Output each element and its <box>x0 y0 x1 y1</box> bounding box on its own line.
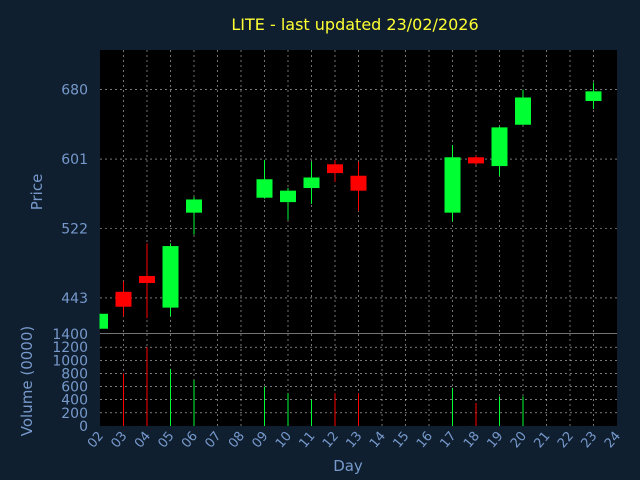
volume-tick-label: 800 <box>61 366 88 382</box>
candle-body <box>444 157 461 213</box>
volume-tick-label: 1200 <box>52 340 88 356</box>
price-axis-label: Price <box>28 174 46 211</box>
candle-body <box>327 164 343 174</box>
price-y-ticks: 443 522 601 680 <box>61 83 88 307</box>
candle-body <box>115 291 132 307</box>
candle-body <box>515 97 531 125</box>
candle-body <box>585 91 602 101</box>
volume-bars <box>123 347 524 426</box>
x-axis-label: Day <box>333 457 363 475</box>
candle-body <box>162 246 179 308</box>
candle-body <box>100 313 108 329</box>
candles <box>99 82 602 329</box>
volume-tick-label: 600 <box>61 380 88 396</box>
price-tick-label: 601 <box>61 152 88 168</box>
price-panel: 443 522 601 680 Price <box>28 50 617 335</box>
volume-tick-label: 200 <box>61 406 88 422</box>
price-tick-label: 680 <box>61 83 88 99</box>
volume-tick-label: 400 <box>61 393 88 409</box>
candle-body <box>256 179 273 198</box>
price-tick-label: 443 <box>61 291 88 307</box>
candle-body <box>139 275 155 284</box>
price-tick-label: 522 <box>61 221 88 237</box>
candle-body <box>186 199 202 213</box>
candle-body <box>491 127 508 167</box>
volume-tick-label: 1000 <box>52 353 88 369</box>
volume-gridlines <box>100 334 617 426</box>
volume-tick-label: 1400 <box>52 327 88 343</box>
chart-title: LITE - last updated 23/02/2026 <box>231 15 478 34</box>
x-axis-ticks: 02 03 04 05 06 07 08 09 10 11 12 13 14 15 16 17 18 19 20 21… <box>85 429 624 451</box>
candle-body <box>350 175 367 191</box>
volume-axis-label: Volume (0000) <box>18 326 36 436</box>
volume-tick-label: 0 <box>79 419 88 435</box>
candle-body <box>303 177 320 189</box>
candle-body <box>468 157 484 164</box>
candle-body <box>280 190 296 203</box>
